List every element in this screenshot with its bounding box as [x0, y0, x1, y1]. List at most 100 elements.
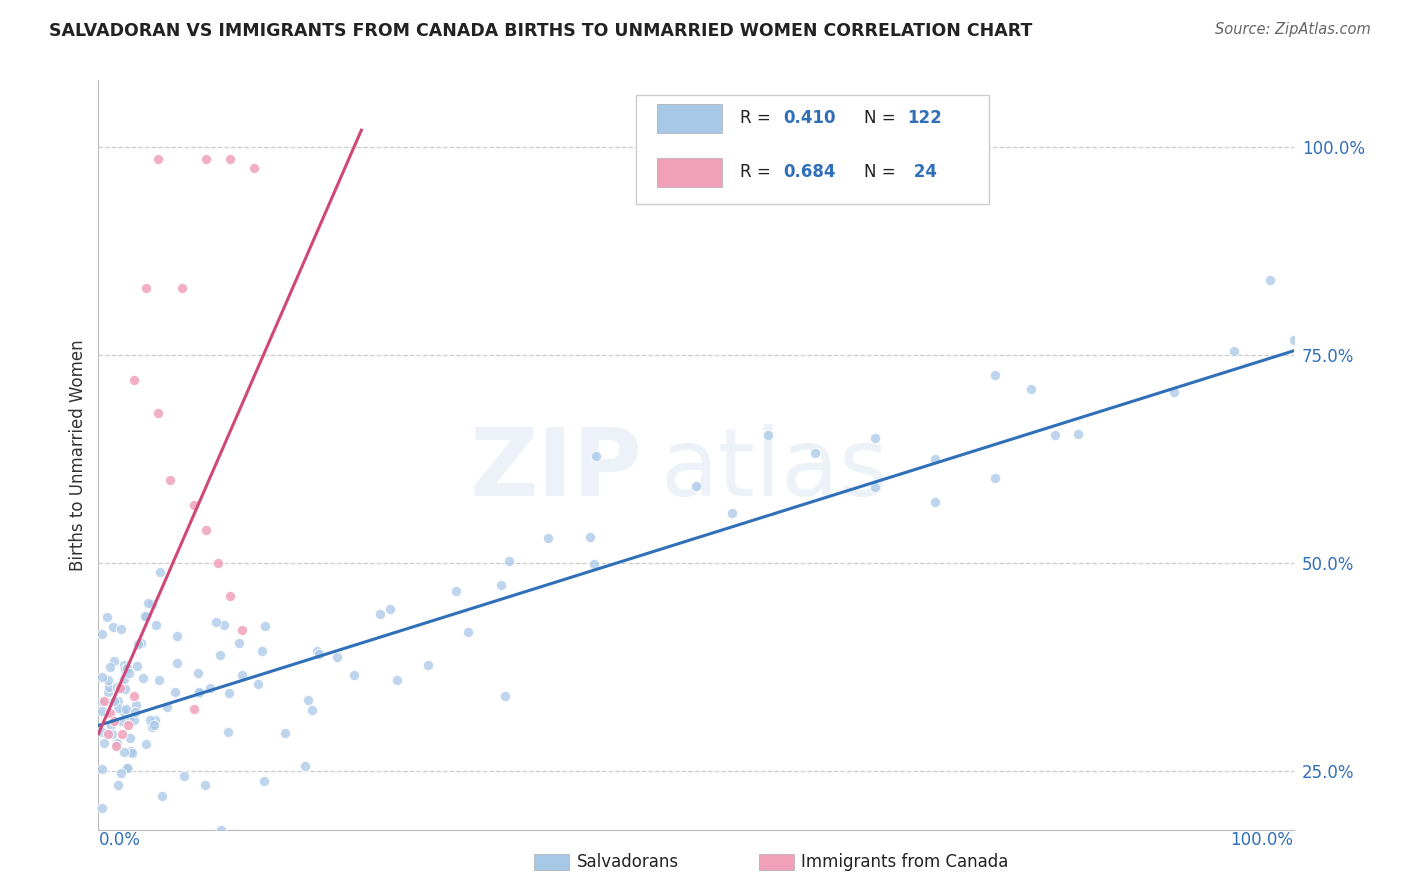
Point	[494, 689, 516, 703]
Point	[1019, 382, 1042, 396]
Point	[212, 618, 235, 632]
Point	[98, 680, 121, 694]
Point	[105, 739, 128, 754]
Point	[865, 480, 887, 494]
Point	[984, 368, 1007, 383]
Point	[1163, 384, 1185, 399]
Point	[117, 761, 139, 775]
Point	[172, 281, 194, 295]
Text: atlas: atlas	[661, 424, 889, 516]
Point	[583, 558, 606, 572]
Point	[145, 617, 167, 632]
Point	[228, 635, 250, 649]
Point	[107, 694, 129, 708]
Point	[91, 627, 114, 641]
Point	[93, 693, 115, 707]
Point	[195, 153, 218, 167]
Point	[107, 778, 129, 792]
Text: R =: R =	[740, 163, 776, 181]
Point	[150, 789, 173, 804]
Point	[253, 619, 276, 633]
Point	[120, 744, 142, 758]
Point	[231, 667, 253, 681]
Point	[418, 658, 440, 673]
Point	[148, 673, 170, 688]
Point	[96, 610, 118, 624]
Text: 122: 122	[907, 110, 942, 128]
Point	[117, 718, 139, 732]
Text: 0.410: 0.410	[783, 110, 835, 128]
Point	[149, 565, 172, 579]
Point	[125, 698, 148, 713]
Point	[173, 769, 195, 783]
Point	[91, 704, 114, 718]
Point	[200, 681, 222, 696]
Point	[209, 822, 232, 837]
Point	[208, 648, 231, 663]
Point	[103, 654, 125, 668]
Point	[103, 694, 125, 708]
Point	[107, 737, 129, 751]
Point	[98, 660, 121, 674]
Point	[114, 682, 136, 697]
Point	[579, 530, 602, 544]
Point	[93, 736, 115, 750]
Point	[219, 153, 242, 167]
Point	[100, 718, 122, 732]
Point	[183, 498, 205, 512]
Point	[114, 661, 136, 675]
Point	[489, 578, 512, 592]
Point	[250, 643, 273, 657]
Point	[163, 685, 186, 699]
Point	[188, 686, 211, 700]
Point	[1043, 427, 1066, 442]
Point	[108, 681, 131, 695]
Point	[97, 685, 120, 699]
Point	[136, 596, 159, 610]
Point	[132, 671, 155, 685]
Point	[218, 686, 240, 700]
Text: N =: N =	[865, 163, 901, 181]
Point	[446, 583, 468, 598]
Point	[111, 682, 134, 697]
Point	[537, 531, 560, 545]
Point	[124, 705, 146, 719]
Point	[204, 615, 226, 629]
Text: 0.0%: 0.0%	[98, 831, 141, 849]
Point	[110, 622, 132, 636]
Point	[112, 658, 135, 673]
Point	[91, 670, 114, 684]
Point	[274, 726, 297, 740]
Point	[135, 281, 157, 295]
Point	[141, 597, 163, 611]
Point	[135, 737, 157, 751]
Bar	[657, 104, 723, 133]
Text: SALVADORAN VS IMMIGRANTS FROM CANADA BIRTHS TO UNMARRIED WOMEN CORRELATION CHART: SALVADORAN VS IMMIGRANTS FROM CANADA BIR…	[49, 22, 1032, 40]
Point	[498, 554, 520, 568]
Text: ZIP: ZIP	[470, 424, 643, 516]
Point	[1258, 273, 1281, 287]
Point	[101, 727, 124, 741]
Text: Immigrants from Canada: Immigrants from Canada	[801, 853, 1008, 871]
Point	[122, 714, 145, 728]
Point	[135, 610, 157, 624]
Point	[195, 523, 218, 537]
Point	[110, 714, 132, 729]
Point	[134, 608, 156, 623]
Point	[159, 473, 181, 487]
Text: Salvadorans: Salvadorans	[576, 853, 679, 871]
Y-axis label: Births to Unmarried Women: Births to Unmarried Women	[69, 339, 87, 571]
Point	[121, 746, 143, 760]
Point	[143, 713, 166, 727]
Point	[721, 507, 744, 521]
Point	[343, 667, 366, 681]
Point	[125, 658, 148, 673]
Point	[756, 428, 779, 442]
Point	[378, 602, 401, 616]
Point	[105, 680, 128, 694]
Text: 0.684: 0.684	[783, 163, 835, 181]
Point	[924, 451, 946, 466]
Point	[155, 700, 177, 714]
Point	[101, 620, 124, 634]
Text: R =: R =	[740, 110, 776, 128]
